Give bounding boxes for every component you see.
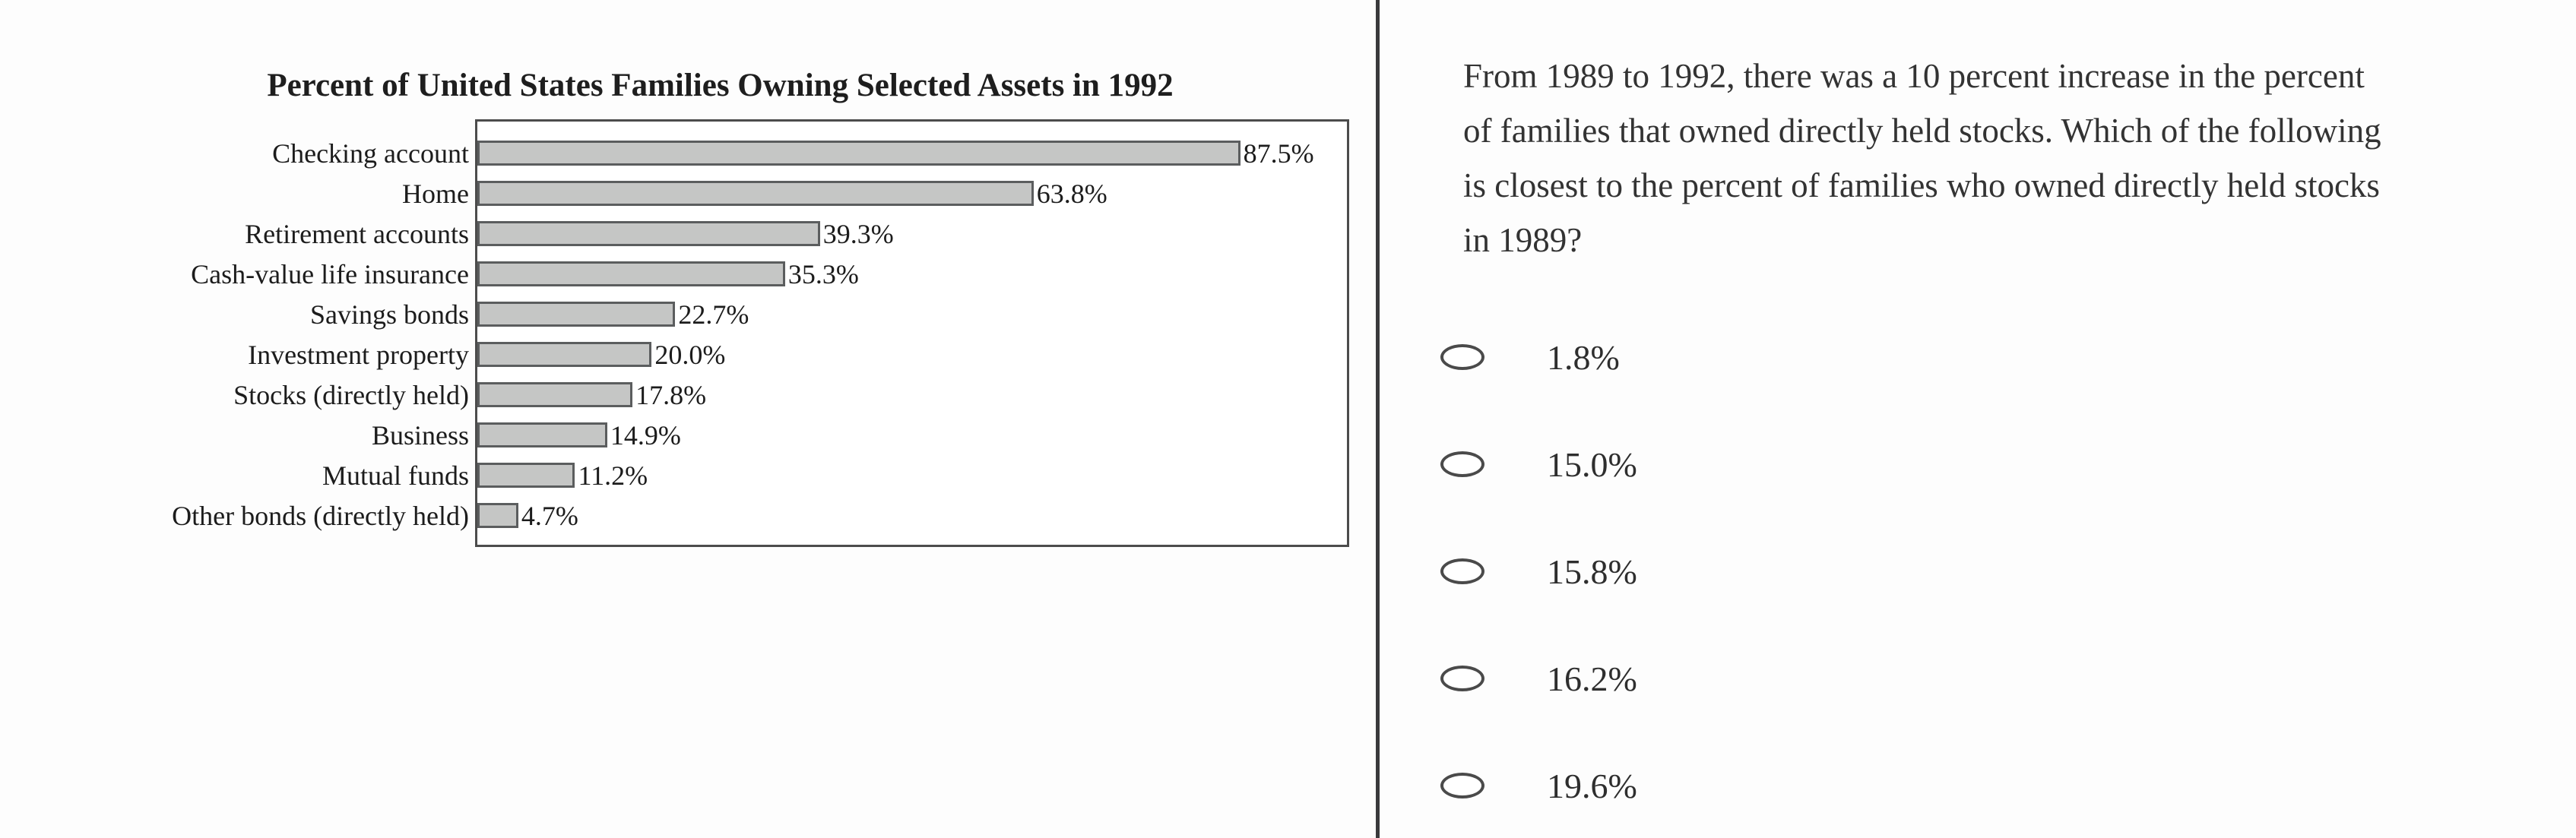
- category-label: Home: [402, 178, 469, 209]
- chart-row: Other bonds (directly held) 4.7%: [91, 495, 1349, 536]
- panel-divider: [1376, 0, 1380, 838]
- answer-option-2[interactable]: 15.0%: [1440, 437, 1637, 492]
- bar-area: 17.8%: [475, 375, 1349, 415]
- bar-value-label: 39.3%: [822, 218, 894, 249]
- category-label: Stocks (directly held): [233, 379, 469, 410]
- bar-value-label: 87.5%: [1243, 138, 1314, 169]
- bar: [477, 302, 676, 327]
- answer-option-3[interactable]: 15.8%: [1440, 544, 1637, 599]
- chart-plot-area: Checking account 87.5% Home 63.8% Retirement…: [91, 119, 1349, 547]
- option-label: 1.8%: [1547, 337, 1620, 377]
- bar-area: 11.2%: [475, 455, 1349, 495]
- category-label: Investment property: [248, 339, 469, 370]
- chart-row: Mutual funds 11.2%: [91, 455, 1349, 495]
- bar-value-label: 20.0%: [654, 339, 726, 370]
- bar-area: 87.5%: [475, 133, 1349, 173]
- option-label: 15.8%: [1547, 552, 1637, 591]
- radio-button[interactable]: [1440, 451, 1484, 477]
- category-label: Savings bonds: [309, 299, 469, 330]
- bar: [477, 342, 652, 367]
- answer-option-5[interactable]: 19.6%: [1440, 758, 1637, 813]
- bar: [477, 422, 607, 447]
- question-line: in 1989?: [1463, 221, 1583, 259]
- answer-option-4[interactable]: 16.2%: [1440, 651, 1637, 706]
- question-line: From 1989 to 1992, there was a 10 percen…: [1463, 57, 2365, 95]
- category-label: Checking account: [272, 138, 469, 169]
- bar: [477, 463, 575, 488]
- category-label: Cash-value life insurance: [191, 258, 469, 289]
- chart-row: Savings bonds 22.7%: [91, 294, 1349, 334]
- question-text: From 1989 to 1992, there was a 10 percen…: [1463, 49, 2558, 267]
- bar-area: 35.3%: [475, 254, 1349, 294]
- bar: [477, 141, 1240, 166]
- bar-value-label: 4.7%: [521, 500, 578, 531]
- bar: [477, 181, 1034, 206]
- radio-button[interactable]: [1440, 344, 1484, 370]
- category-label: Retirement accounts: [245, 218, 469, 249]
- chart-row: Stocks (directly held) 17.8%: [91, 375, 1349, 415]
- bar-value-label: 22.7%: [678, 299, 749, 330]
- bar: [477, 382, 633, 407]
- answer-option-1[interactable]: 1.8%: [1440, 330, 1637, 384]
- option-label: 16.2%: [1547, 659, 1637, 698]
- chart-row: Retirement accounts 39.3%: [91, 213, 1349, 254]
- answer-options: 1.8% 15.0% 15.8% 16.2% 19.6%: [1440, 330, 1637, 813]
- chart-row: Home 63.8%: [91, 173, 1349, 213]
- radio-button[interactable]: [1440, 773, 1484, 798]
- option-label: 15.0%: [1547, 444, 1637, 484]
- chart-row: Cash-value life insurance 35.3%: [91, 254, 1349, 294]
- bar: [477, 221, 820, 246]
- bar-chart: Percent of United States Families Owning…: [91, 67, 1349, 547]
- bar-value-label: 63.8%: [1036, 178, 1107, 209]
- bar-area: 63.8%: [475, 173, 1349, 213]
- option-label: 19.6%: [1547, 766, 1637, 805]
- chart-row: Checking account 87.5%: [91, 133, 1349, 173]
- bar-area: 14.9%: [475, 415, 1349, 455]
- bar: [477, 503, 518, 528]
- bar-value-label: 35.3%: [787, 258, 859, 289]
- radio-button[interactable]: [1440, 558, 1484, 584]
- question-line: of families that owned directly held sto…: [1463, 112, 2381, 150]
- bar-value-label: 11.2%: [578, 460, 648, 491]
- bar: [477, 261, 785, 286]
- category-label: Business: [371, 419, 469, 451]
- question-panel: From 1989 to 1992, there was a 10 percen…: [1380, 0, 2576, 838]
- category-label: Other bonds (directly held): [172, 500, 469, 531]
- chart-title: Percent of United States Families Owning…: [267, 68, 1174, 103]
- question-line: is closest to the percent of families wh…: [1463, 166, 2380, 204]
- bar-area: 20.0%: [475, 334, 1349, 375]
- chart-rows: Checking account 87.5% Home 63.8% Retirement…: [91, 133, 1349, 536]
- radio-button[interactable]: [1440, 666, 1484, 691]
- bar-value-label: 17.8%: [635, 379, 707, 410]
- bar-area: 39.3%: [475, 213, 1349, 254]
- category-label: Mutual funds: [322, 460, 469, 491]
- chart-row: Investment property 20.0%: [91, 334, 1349, 375]
- chart-row: Business 14.9%: [91, 415, 1349, 455]
- bar-area: 4.7%: [475, 495, 1349, 536]
- bar-value-label: 14.9%: [610, 419, 681, 451]
- bar-area: 22.7%: [475, 294, 1349, 334]
